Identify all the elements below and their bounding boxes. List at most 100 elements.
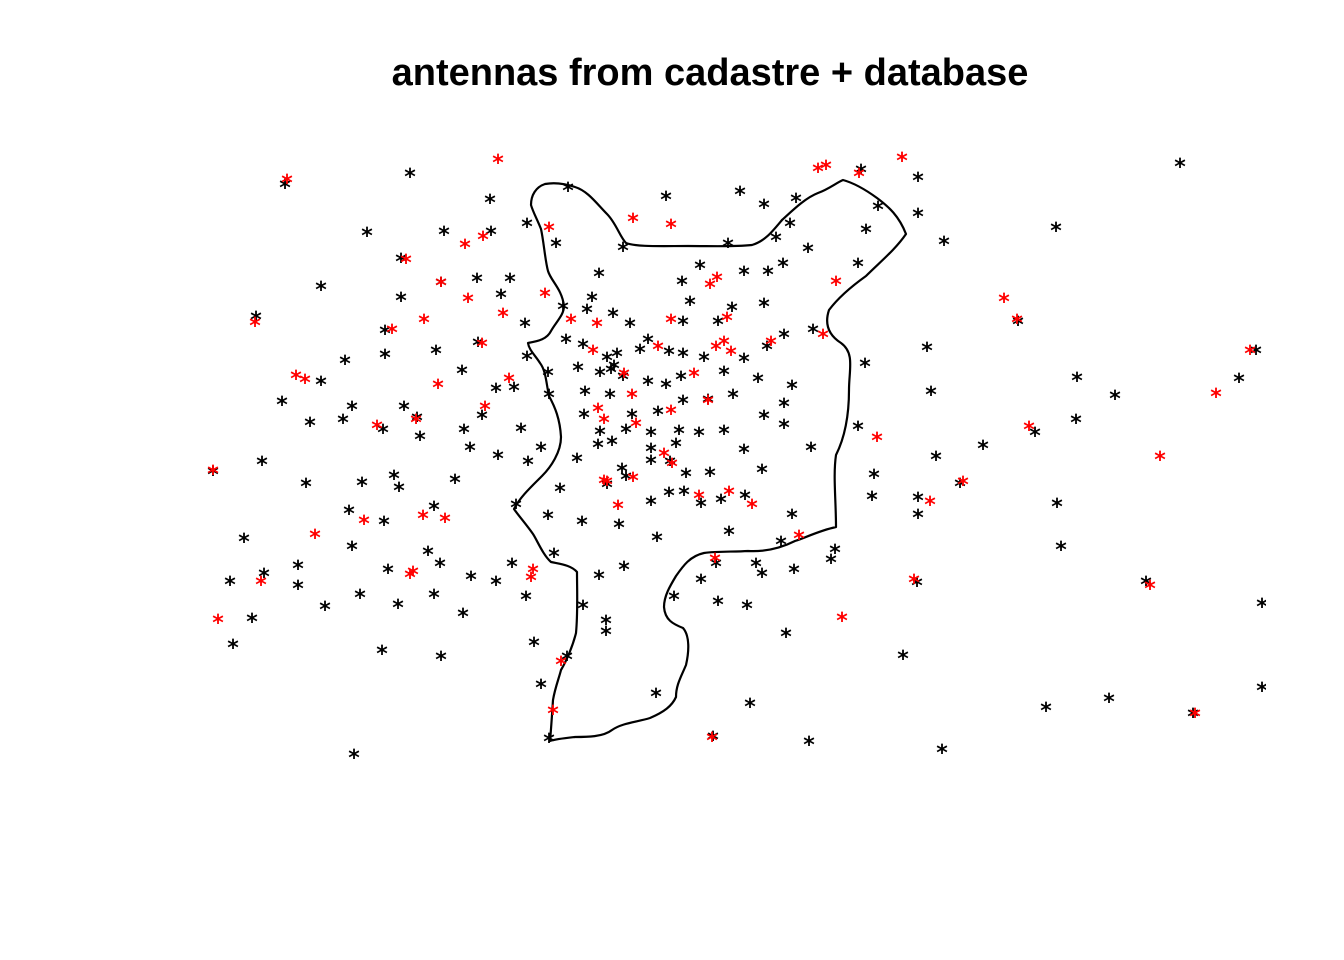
cadastre-antenna-marker: * <box>337 411 349 436</box>
cadastre-antenna-marker: * <box>611 345 623 370</box>
cadastre-antenna-marker: * <box>276 393 288 418</box>
cadastre-antenna-marker: * <box>741 597 753 622</box>
cadastre-antenna-marker: * <box>354 586 366 611</box>
cadastre-antenna-marker: * <box>506 555 518 580</box>
cadastre-antenna-marker: * <box>855 161 867 186</box>
city-boundary <box>512 178 908 743</box>
cadastre-antenna-marker: * <box>739 487 751 512</box>
cadastre-antenna-marker: * <box>693 424 705 449</box>
cadastre-antenna-marker: * <box>734 183 746 208</box>
cadastre-antenna-marker: * <box>738 350 750 375</box>
cadastre-antenna-marker: * <box>528 634 540 659</box>
cadastre-antenna-marker: * <box>707 728 719 753</box>
cadastre-antenna-marker: * <box>1109 387 1121 412</box>
cadastre-antenna-marker: * <box>495 286 507 311</box>
database-antenna-marker: * <box>706 729 718 754</box>
cadastre-antenna-marker: * <box>579 383 591 408</box>
cadastre-antenna-marker: * <box>1012 313 1024 338</box>
cadastre-antenna-marker: * <box>593 567 605 592</box>
database-antenna-marker: * <box>924 493 936 518</box>
cadastre-antenna-marker: * <box>642 331 654 356</box>
cadastre-antenna-marker: * <box>1040 699 1052 724</box>
database-antenna-marker: * <box>404 566 416 591</box>
database-antenna-marker: * <box>371 417 383 442</box>
cadastre-antenna-marker: * <box>490 380 502 405</box>
cadastre-antenna-marker: * <box>977 437 989 462</box>
cadastre-antenna-marker: * <box>912 489 924 514</box>
cadastre-antenna-marker: * <box>930 448 942 473</box>
cadastre-antenna-marker: * <box>617 368 629 393</box>
cadastre-antenna-marker: * <box>246 610 258 635</box>
database-antenna-marker: * <box>479 398 491 423</box>
cadastre-antenna-marker: * <box>458 421 470 446</box>
cadastre-antenna-marker: * <box>465 568 477 593</box>
cadastre-antenna-marker: * <box>606 433 618 458</box>
cadastre-antenna-marker: * <box>786 506 798 531</box>
cadastre-antenna-marker: * <box>404 165 416 190</box>
database-antenna-marker: * <box>476 335 488 360</box>
cadastre-antenna-marker: * <box>852 255 864 280</box>
cadastre-antenna-marker: * <box>778 395 790 420</box>
database-antenna-marker: * <box>601 473 613 498</box>
cadastre-antenna-marker: * <box>377 421 389 446</box>
cadastre-antenna-marker: * <box>897 647 909 672</box>
database-antenna-marker: * <box>817 326 829 351</box>
database-antenna-marker: * <box>704 276 716 301</box>
cadastre-antenna-marker: * <box>634 341 646 366</box>
cadastre-antenna-marker: * <box>1029 424 1041 449</box>
cadastre-antenna-marker: * <box>677 392 689 417</box>
cadastre-antenna-marker: * <box>620 468 632 493</box>
database-antenna-marker: * <box>721 309 733 334</box>
cadastre-antenna-marker: * <box>572 359 584 384</box>
cadastre-antenna-marker: * <box>576 513 588 538</box>
database-antenna-marker: * <box>497 305 509 330</box>
cadastre-antenna-marker: * <box>645 452 657 477</box>
cadastre-antenna-marker: * <box>738 263 750 288</box>
database-antenna-marker: * <box>386 321 398 346</box>
cadastre-antenna-marker: * <box>762 263 774 288</box>
cadastre-antenna-marker: * <box>868 466 880 491</box>
cadastre-antenna-marker: * <box>1103 690 1115 715</box>
database-antenna-marker: * <box>1144 577 1156 602</box>
cadastre-antenna-marker: * <box>542 507 554 532</box>
cadastre-antenna-marker: * <box>392 596 404 621</box>
cadastre-antenna-marker: * <box>770 229 782 254</box>
cadastre-antenna-marker: * <box>860 221 872 246</box>
cadastre-antenna-marker: * <box>395 250 407 275</box>
database-antenna-marker: * <box>1244 342 1256 367</box>
cadastre-antenna-marker: * <box>738 441 750 466</box>
cadastre-antenna-marker: * <box>677 345 689 370</box>
cadastre-antenna-marker: * <box>490 573 502 598</box>
cadastre-antenna-marker: * <box>428 586 440 611</box>
cadastre-antenna-marker: * <box>577 597 589 622</box>
cadastre-antenna-marker: * <box>535 439 547 464</box>
database-antenna-markers: * * * * * * * * * * * * * * * * * * * * * * * * * * * * * * * * * * * * * * * *… <box>207 149 1256 754</box>
cadastre-antenna-marker: * <box>954 475 966 500</box>
cadastre-antenna-marker: * <box>543 386 555 411</box>
database-antenna-marker: * <box>418 311 430 336</box>
database-antenna-marker: * <box>626 386 638 411</box>
cadastre-antenna-marker: * <box>361 224 373 249</box>
cadastre-antenna-marker: * <box>456 362 468 387</box>
cadastre-antenna-marker: * <box>562 179 574 204</box>
cadastre-antenna-marker: * <box>618 558 630 583</box>
database-antenna-marker: * <box>539 285 551 310</box>
cadastre-antenna-marker: * <box>673 422 685 447</box>
database-antenna-marker: * <box>410 411 422 436</box>
cadastre-antenna-marker: * <box>778 416 790 441</box>
database-antenna-marker: * <box>896 149 908 174</box>
cadastre-antenna-marker: * <box>1070 411 1082 436</box>
cadastre-antenna-marker: * <box>600 612 612 637</box>
database-antenna-marker: * <box>358 512 370 537</box>
cadastre-antenna-marker: * <box>600 623 612 648</box>
database-antenna-marker: * <box>207 462 219 487</box>
cadastre-antenna-marker: * <box>430 342 442 367</box>
cadastre-antenna-marker: * <box>601 476 613 501</box>
cadastre-antenna-marker: * <box>663 343 675 368</box>
cadastre-antenna-marker: * <box>680 465 692 490</box>
cadastre-antenna-marker: * <box>756 461 768 486</box>
cadastre-antenna-marker: * <box>319 598 331 623</box>
cadastre-antenna-marker: * <box>758 295 770 320</box>
cadastre-antenna-marker: * <box>1050 219 1062 244</box>
database-antenna-marker: * <box>1189 705 1201 730</box>
